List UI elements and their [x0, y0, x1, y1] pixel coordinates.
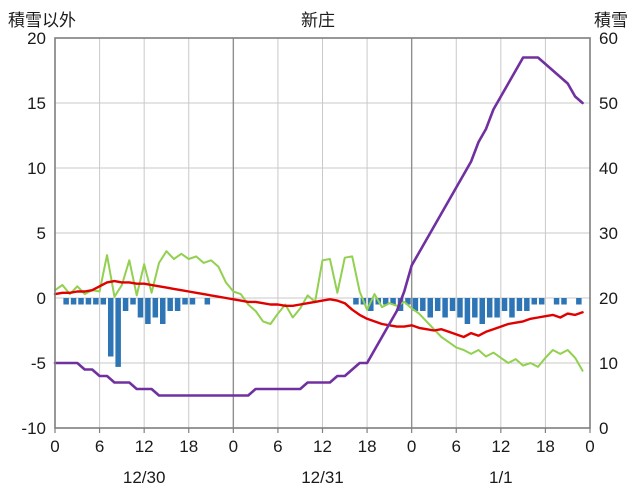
svg-text:6: 6	[452, 437, 461, 456]
svg-text:15: 15	[27, 94, 46, 113]
svg-text:0: 0	[407, 437, 416, 456]
svg-text:40: 40	[599, 159, 618, 178]
svg-text:12/31: 12/31	[301, 468, 344, 487]
svg-text:12: 12	[313, 437, 332, 456]
svg-text:1/1: 1/1	[489, 468, 513, 487]
svg-text:5: 5	[37, 224, 46, 243]
svg-text:18: 18	[536, 437, 555, 456]
svg-text:20: 20	[27, 29, 46, 48]
svg-text:-5: -5	[31, 354, 46, 373]
svg-text:12: 12	[491, 437, 510, 456]
station-title: 新庄	[301, 11, 335, 30]
svg-text:-10: -10	[21, 419, 46, 438]
svg-text:12: 12	[135, 437, 154, 456]
svg-text:0: 0	[37, 289, 46, 308]
svg-text:6: 6	[273, 437, 282, 456]
svg-text:50: 50	[599, 94, 618, 113]
svg-text:30: 30	[599, 224, 618, 243]
svg-text:0: 0	[50, 437, 59, 456]
svg-text:18: 18	[179, 437, 198, 456]
svg-text:10: 10	[27, 159, 46, 178]
svg-text:20: 20	[599, 289, 618, 308]
svg-text:0: 0	[599, 419, 608, 438]
left-axis-title: 積雪以外	[8, 11, 76, 30]
svg-text:0: 0	[229, 437, 238, 456]
svg-text:10: 10	[599, 354, 618, 373]
right-axis-title: 積雪	[594, 11, 628, 30]
svg-text:18: 18	[358, 437, 377, 456]
svg-text:12/30: 12/30	[123, 468, 166, 487]
svg-text:6: 6	[95, 437, 104, 456]
svg-text:60: 60	[599, 29, 618, 48]
svg-text:0: 0	[585, 437, 594, 456]
